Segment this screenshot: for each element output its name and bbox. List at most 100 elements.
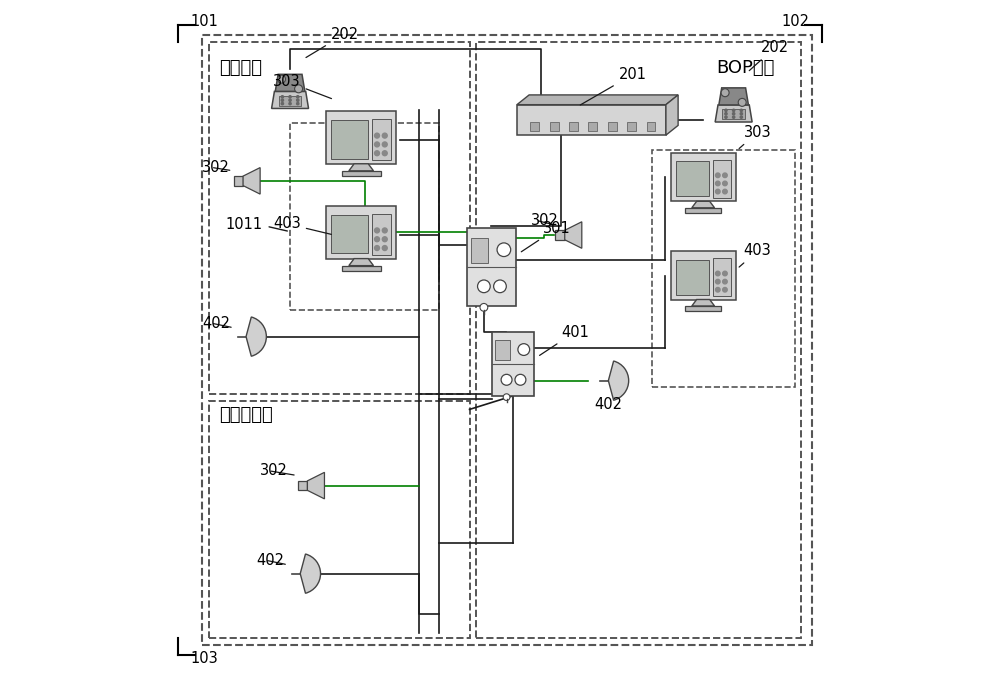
Bar — [713, 160, 731, 198]
Circle shape — [281, 99, 284, 101]
Circle shape — [733, 116, 735, 118]
Text: 103: 103 — [191, 651, 218, 666]
Bar — [202, 35, 812, 645]
Bar — [342, 171, 381, 176]
Circle shape — [723, 181, 727, 186]
Circle shape — [723, 271, 727, 276]
Circle shape — [480, 303, 488, 311]
Circle shape — [382, 228, 387, 233]
Bar — [517, 105, 666, 135]
Bar — [234, 176, 243, 186]
Bar — [722, 109, 745, 119]
Circle shape — [375, 228, 379, 233]
Polygon shape — [243, 167, 260, 194]
Circle shape — [382, 245, 387, 250]
Circle shape — [716, 181, 720, 186]
Bar — [588, 122, 597, 131]
Bar — [209, 401, 470, 638]
Text: 1011: 1011 — [226, 218, 263, 233]
Circle shape — [740, 116, 742, 118]
Circle shape — [501, 374, 512, 386]
Bar — [492, 332, 534, 396]
Circle shape — [723, 189, 727, 194]
Text: 402: 402 — [202, 316, 230, 330]
Bar — [530, 122, 539, 131]
Bar — [331, 216, 368, 254]
Polygon shape — [715, 105, 752, 122]
Bar — [647, 122, 655, 131]
Bar — [495, 340, 510, 360]
Bar — [331, 120, 368, 158]
Bar — [671, 251, 736, 299]
Circle shape — [494, 280, 506, 292]
Circle shape — [382, 237, 387, 241]
Bar — [652, 150, 795, 388]
Polygon shape — [307, 473, 324, 499]
Bar — [342, 266, 381, 271]
Circle shape — [733, 109, 735, 112]
Circle shape — [716, 271, 720, 276]
Text: BOP区域: BOP区域 — [717, 59, 775, 77]
Circle shape — [382, 133, 387, 138]
Circle shape — [723, 173, 727, 177]
Polygon shape — [565, 222, 582, 248]
Polygon shape — [517, 95, 678, 105]
Text: 403: 403 — [273, 216, 331, 235]
Text: 302: 302 — [260, 463, 287, 478]
Text: 402: 402 — [256, 553, 284, 568]
Bar — [569, 122, 578, 131]
Circle shape — [375, 151, 379, 156]
Bar — [326, 111, 396, 164]
Circle shape — [281, 96, 284, 98]
Text: 102: 102 — [781, 14, 809, 29]
Polygon shape — [692, 299, 715, 306]
Circle shape — [297, 99, 299, 101]
Bar — [608, 122, 617, 131]
Circle shape — [716, 189, 720, 194]
Text: 常规岛区域: 常规岛区域 — [219, 407, 273, 424]
Bar — [555, 231, 565, 240]
Text: 202: 202 — [306, 27, 359, 58]
Circle shape — [382, 142, 387, 147]
Bar — [671, 152, 736, 201]
Polygon shape — [692, 201, 715, 208]
Polygon shape — [349, 164, 373, 171]
Text: 302: 302 — [530, 213, 558, 228]
Circle shape — [716, 279, 720, 284]
Circle shape — [478, 280, 490, 292]
Circle shape — [721, 88, 729, 97]
Bar — [467, 228, 516, 306]
Circle shape — [733, 113, 735, 115]
Text: 202: 202 — [749, 40, 789, 71]
Circle shape — [297, 103, 299, 105]
Bar — [209, 42, 470, 394]
Circle shape — [515, 374, 526, 386]
Wedge shape — [608, 361, 629, 401]
Circle shape — [278, 75, 286, 83]
Text: 402: 402 — [595, 397, 623, 412]
Polygon shape — [275, 74, 305, 91]
Circle shape — [716, 173, 720, 177]
Bar — [476, 42, 801, 638]
Bar — [372, 119, 391, 160]
Circle shape — [375, 142, 379, 147]
Circle shape — [503, 394, 510, 401]
Text: 101: 101 — [191, 14, 218, 29]
Bar — [627, 122, 636, 131]
Circle shape — [723, 288, 727, 292]
Bar — [550, 122, 559, 131]
Circle shape — [497, 243, 511, 256]
Polygon shape — [666, 95, 678, 135]
Circle shape — [281, 103, 284, 105]
Polygon shape — [719, 88, 748, 105]
Bar — [298, 481, 307, 490]
Text: 201: 201 — [580, 67, 647, 105]
Bar — [326, 206, 396, 258]
Circle shape — [725, 109, 727, 112]
Circle shape — [725, 116, 727, 118]
Circle shape — [518, 343, 530, 356]
Bar — [290, 123, 439, 309]
Bar — [279, 96, 301, 105]
Circle shape — [289, 103, 291, 105]
Circle shape — [725, 113, 727, 115]
